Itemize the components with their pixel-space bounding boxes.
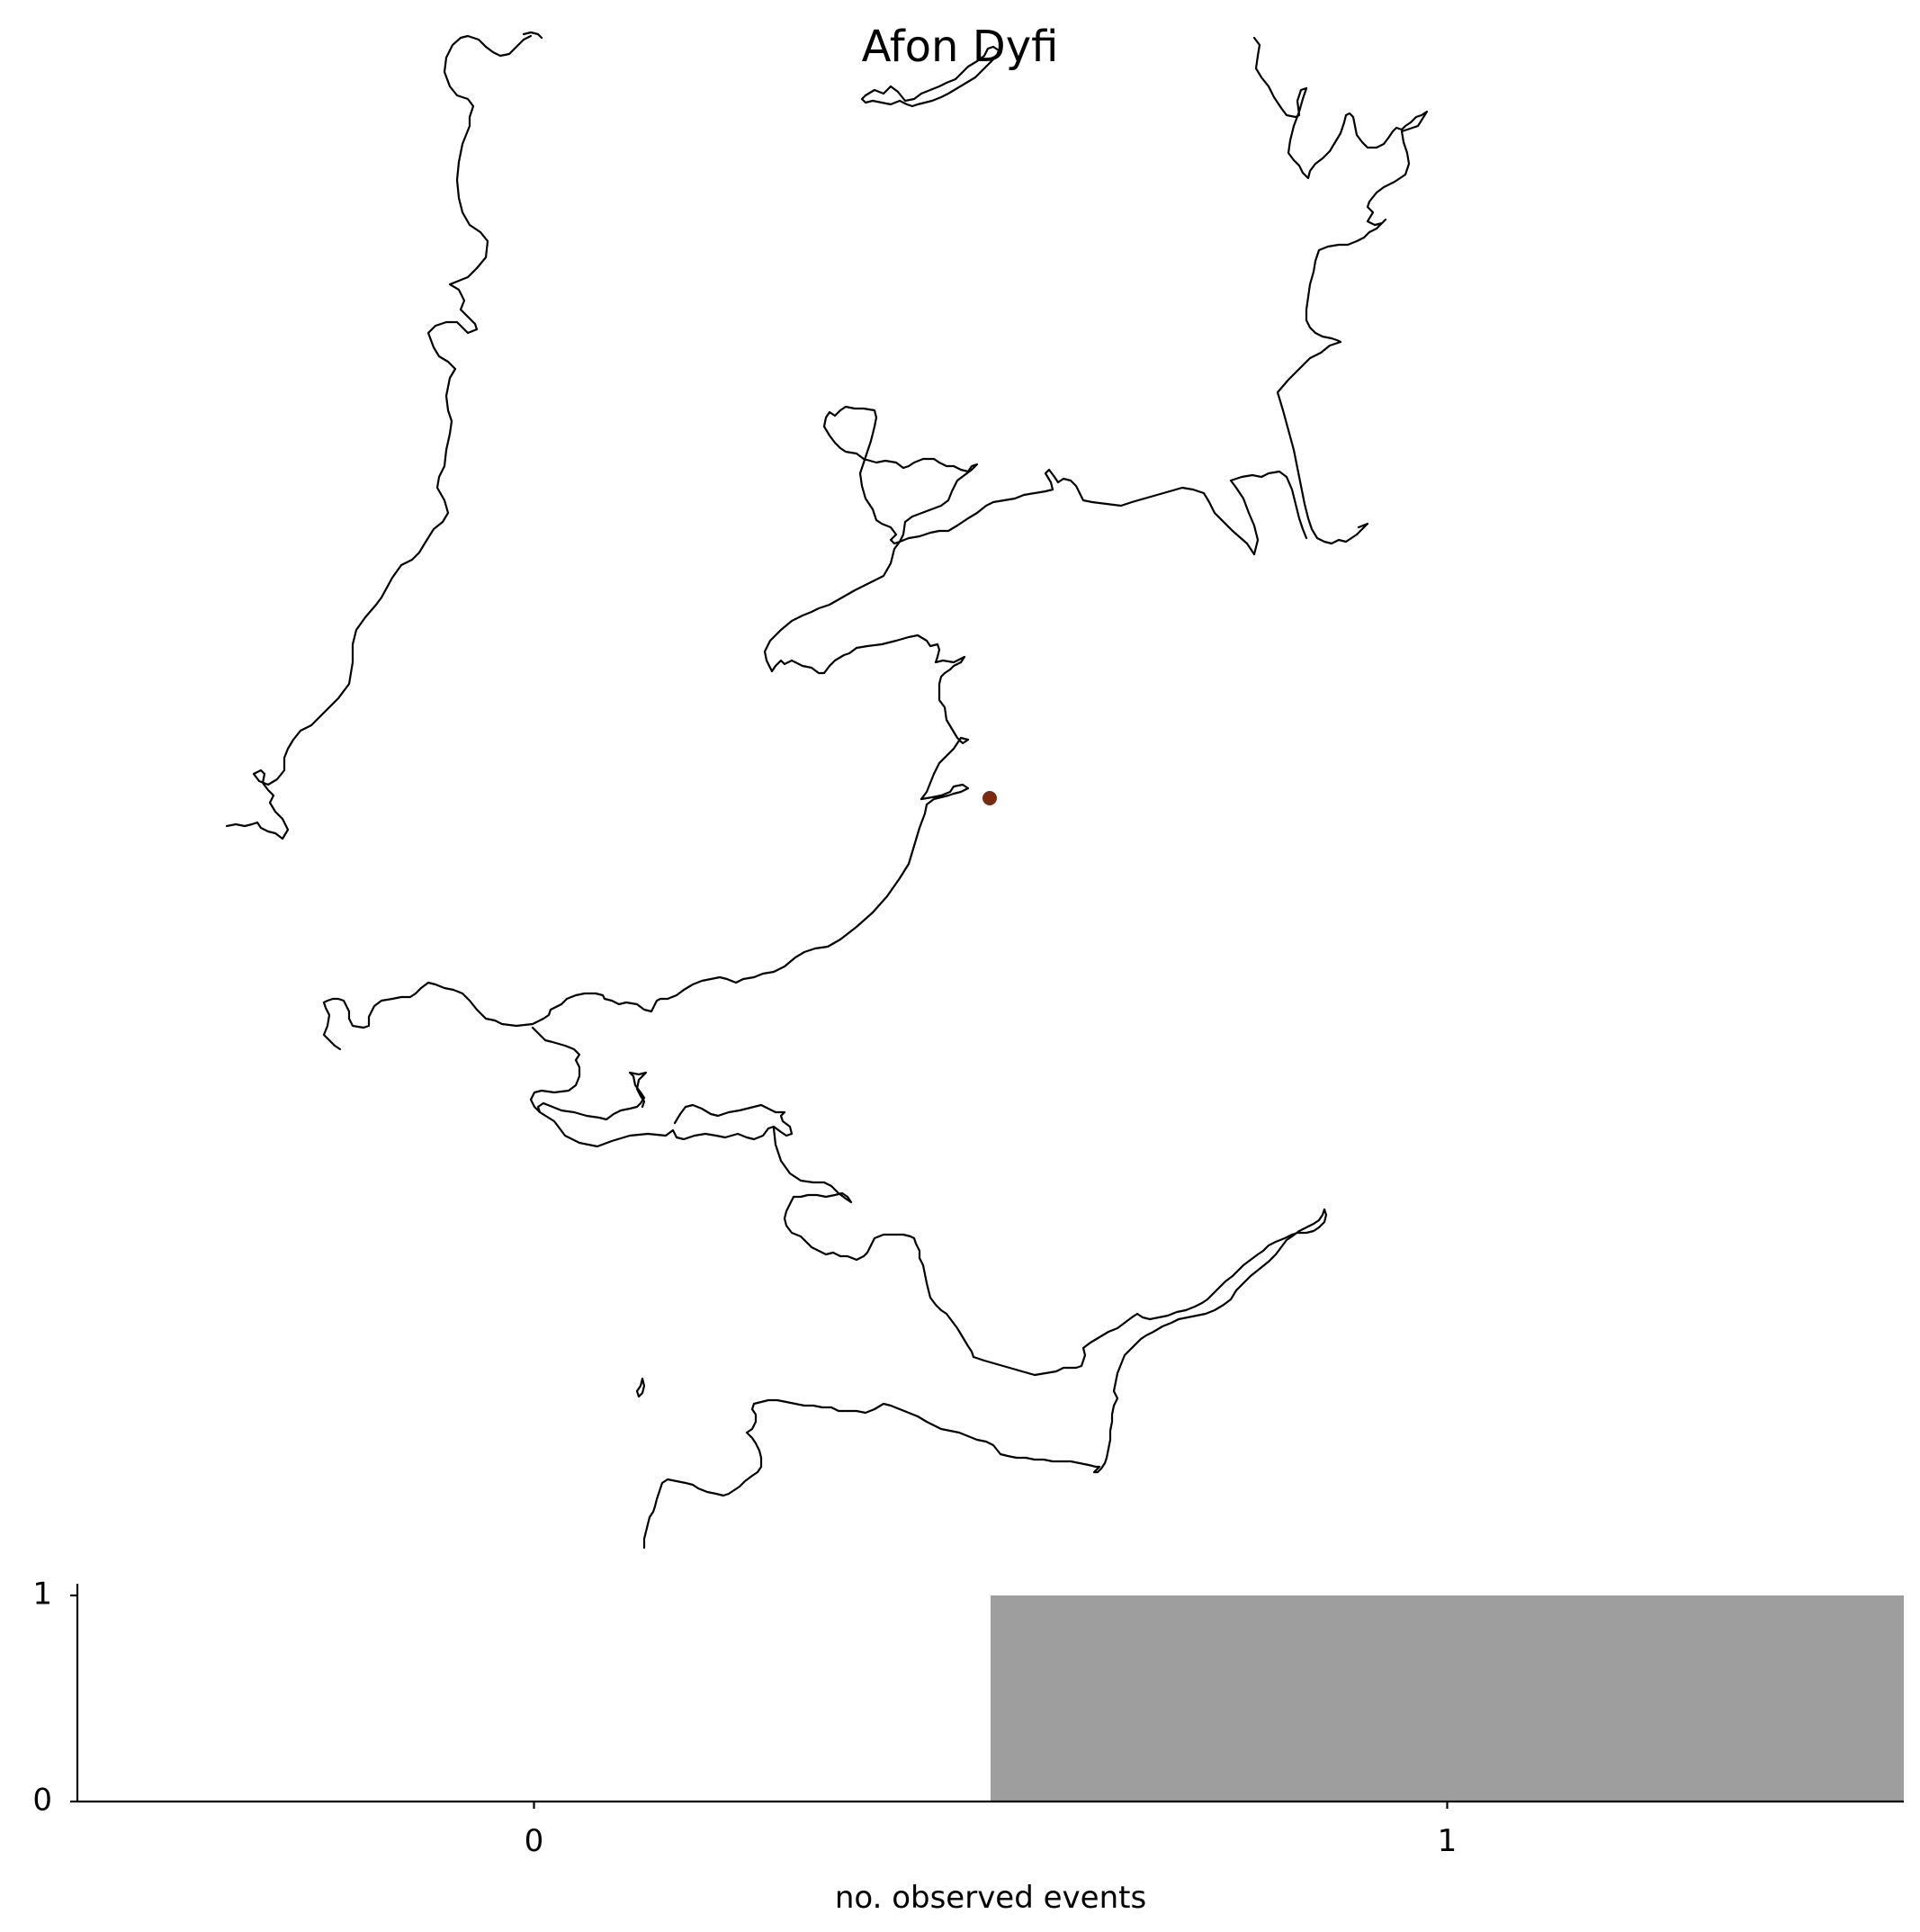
- coastline-ireland-tip: [522, 31, 543, 40]
- y-tick-label-0: 0: [32, 1783, 52, 1819]
- coastline-south-wales: [538, 1103, 794, 1148]
- coastline-lundy: [635, 1377, 646, 1398]
- coastline-ireland-nw: [459, 34, 533, 58]
- coastline-pembroke: [529, 1026, 648, 1121]
- x-tick-label-1: 1: [1438, 1823, 1458, 1859]
- y-tick-label-1: 1: [32, 1577, 52, 1613]
- map-title: Afon Dyfi: [862, 22, 1059, 72]
- coastline-ireland: [225, 36, 489, 840]
- location-marker: [982, 791, 997, 805]
- coastline-severn-south: [642, 1398, 1101, 1550]
- x-tick-label-0: 0: [525, 1823, 544, 1859]
- coastline-wirral: [1229, 470, 1308, 556]
- histogram: 0 1 0 1 no. observed events: [32, 1577, 1904, 1916]
- coastline-isle-of-man: [860, 45, 1000, 108]
- coastline-severn-north: [972, 1208, 1328, 1474]
- coastline-north-wales: [763, 405, 1256, 801]
- coastline-layer: [225, 31, 1429, 1550]
- coastline-cardigan-bay: [322, 783, 970, 1051]
- bar-1-events: [991, 1595, 1904, 1802]
- coastline-gower: [772, 1127, 975, 1359]
- coastline-england-nw: [1252, 36, 1429, 545]
- x-axis-label: no. observed events: [835, 1880, 1146, 1916]
